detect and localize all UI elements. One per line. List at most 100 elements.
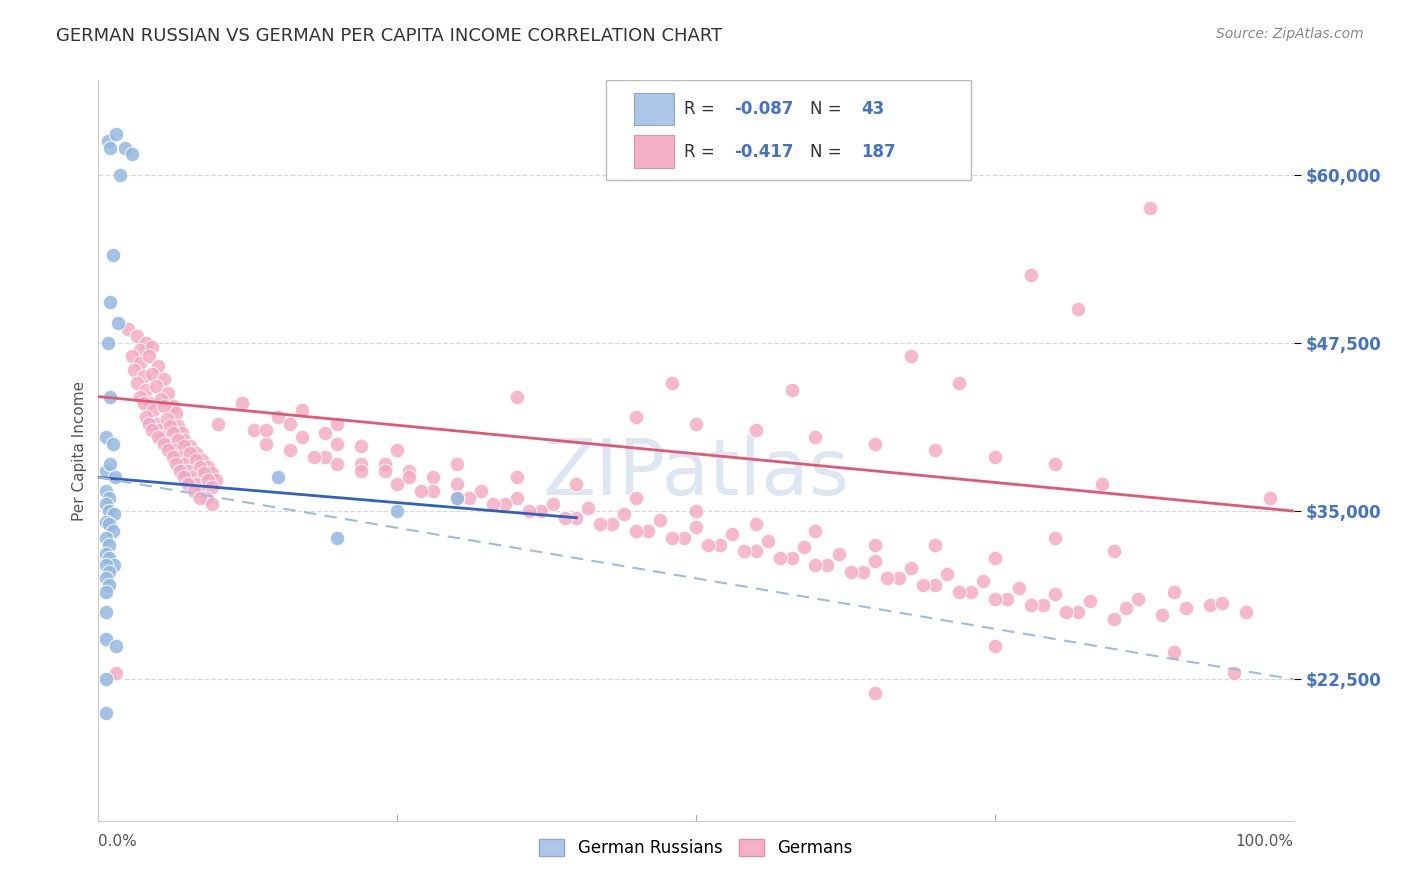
Text: R =: R =: [685, 100, 720, 118]
Point: [97, 134, 120, 148]
Point: [326, 531, 349, 545]
Point: [422, 483, 444, 498]
Point: [685, 504, 707, 518]
Point: [302, 450, 325, 465]
Point: [350, 439, 373, 453]
Point: [565, 510, 588, 524]
Point: [900, 560, 922, 574]
Point: [186, 477, 208, 491]
Point: [169, 464, 191, 478]
Point: [1019, 268, 1042, 283]
Point: [984, 450, 1007, 465]
Point: [162, 450, 184, 465]
Text: N =: N =: [810, 143, 846, 161]
Point: [900, 349, 922, 363]
Point: [101, 524, 124, 539]
Point: [94, 571, 117, 585]
Point: [1128, 591, 1150, 606]
Point: [141, 423, 163, 437]
Point: [94, 632, 117, 646]
Point: [153, 436, 176, 450]
Text: -0.087: -0.087: [734, 100, 793, 118]
Point: [745, 517, 768, 532]
Text: R =: R =: [685, 143, 720, 161]
Text: 100.0%: 100.0%: [1236, 834, 1294, 849]
Point: [138, 417, 160, 431]
Point: [530, 504, 553, 518]
Point: [1175, 601, 1198, 615]
Point: [179, 439, 201, 453]
Point: [162, 399, 184, 413]
Text: ZIPatlas: ZIPatlas: [543, 434, 849, 511]
Point: [145, 379, 167, 393]
Point: [105, 665, 128, 680]
Point: [385, 477, 409, 491]
Point: [984, 551, 1007, 566]
Point: [948, 376, 970, 391]
Point: [153, 399, 176, 413]
Text: -0.417: -0.417: [734, 143, 794, 161]
Point: [1199, 599, 1222, 613]
Point: [107, 316, 129, 330]
Point: [94, 464, 117, 478]
Point: [195, 491, 218, 505]
Point: [132, 396, 155, 410]
Point: [385, 504, 409, 518]
Point: [173, 433, 195, 447]
Point: [995, 591, 1018, 606]
Point: [94, 515, 117, 529]
Point: [162, 425, 184, 440]
Point: [180, 470, 202, 484]
Point: [1067, 302, 1090, 317]
Point: [517, 504, 540, 518]
Point: [243, 423, 266, 437]
Point: [129, 343, 152, 357]
Point: [132, 369, 155, 384]
Point: [98, 565, 121, 579]
Point: [984, 591, 1007, 606]
Point: [188, 459, 211, 474]
Point: [94, 706, 117, 720]
Point: [350, 457, 373, 471]
Point: [105, 127, 128, 141]
Point: [197, 473, 219, 487]
Point: [98, 504, 121, 518]
Text: GERMAN RUSSIAN VS GERMAN PER CAPITA INCOME CORRELATION CHART: GERMAN RUSSIAN VS GERMAN PER CAPITA INCO…: [56, 27, 723, 45]
Point: [186, 446, 208, 460]
Point: [374, 464, 396, 478]
Point: [153, 372, 176, 386]
Point: [554, 510, 576, 524]
Point: [780, 551, 803, 566]
Point: [98, 295, 122, 310]
Point: [156, 443, 179, 458]
FancyBboxPatch shape: [606, 80, 972, 180]
Point: [142, 403, 165, 417]
Point: [315, 425, 337, 440]
Point: [114, 140, 136, 154]
Point: [756, 533, 779, 548]
Point: [948, 584, 970, 599]
Point: [804, 524, 827, 539]
Point: [924, 578, 946, 592]
Point: [188, 483, 211, 498]
Point: [101, 436, 124, 450]
Point: [1091, 477, 1114, 491]
Point: [481, 497, 505, 511]
Text: N =: N =: [810, 100, 846, 118]
Point: [129, 390, 152, 404]
Point: [1019, 599, 1042, 613]
Point: [398, 464, 420, 478]
Point: [1104, 544, 1126, 558]
Point: [697, 538, 720, 552]
Point: [149, 392, 172, 407]
Text: 43: 43: [860, 100, 884, 118]
Point: [167, 419, 190, 434]
Point: [177, 464, 200, 478]
Point: [150, 430, 173, 444]
Point: [94, 547, 117, 561]
Point: [254, 423, 277, 437]
Point: [94, 605, 117, 619]
Point: [446, 491, 468, 505]
Point: [1056, 605, 1078, 619]
Point: [139, 396, 162, 410]
